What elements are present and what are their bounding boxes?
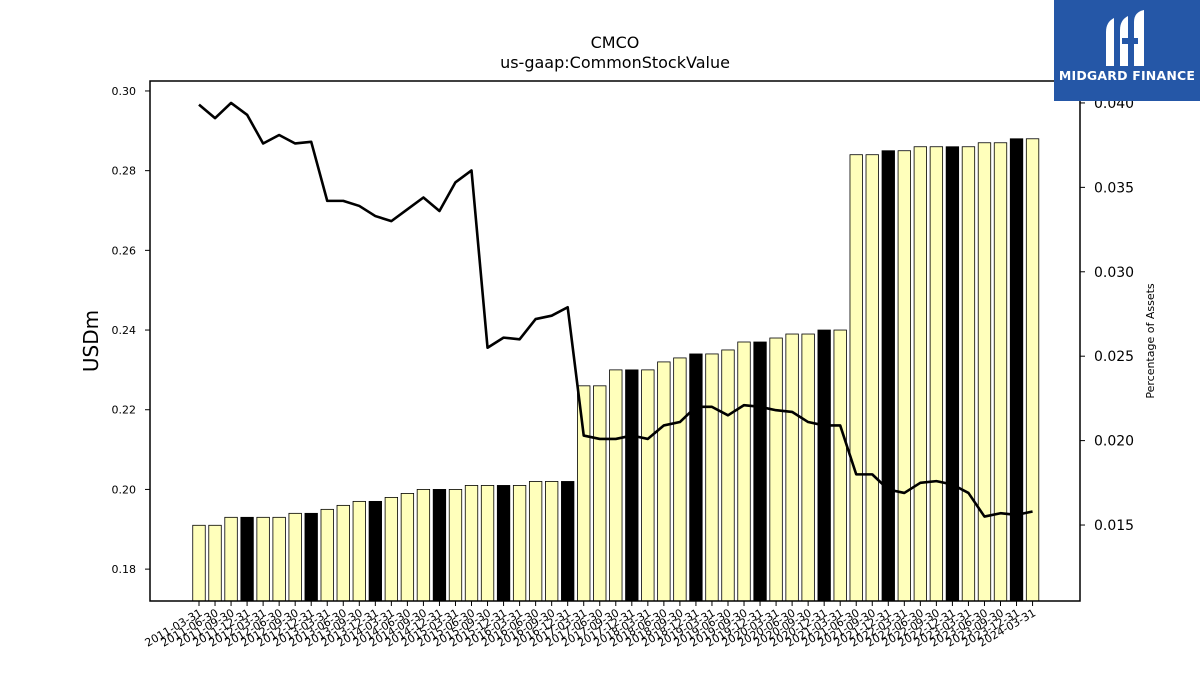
bar (737, 341, 751, 602)
bar (769, 337, 783, 602)
bar (368, 500, 382, 602)
plot-frame (149, 80, 1081, 602)
brand-logo: MIDGARD FINANCE (1054, 0, 1200, 101)
bar (929, 146, 944, 602)
bar (192, 524, 206, 602)
chart-title: CMCO (591, 33, 640, 52)
y2-axis-label: Percentage of Assets (1144, 283, 1157, 399)
bar (897, 150, 911, 602)
bar (753, 341, 767, 602)
bar (432, 489, 447, 602)
midgard-logo-icon (1106, 10, 1144, 66)
y2-tick-label: 0.015 (1094, 518, 1134, 534)
bar (913, 146, 927, 602)
bar (352, 500, 366, 602)
bars-layer (192, 138, 1040, 602)
bar (464, 485, 479, 602)
bar (224, 516, 238, 602)
bar (320, 508, 334, 602)
y2-tick-label: 0.035 (1094, 180, 1134, 196)
y-tick-label: 0.30 (112, 85, 137, 98)
y-tick-label: 0.28 (112, 165, 137, 178)
bar (208, 524, 222, 602)
bar (1025, 138, 1040, 602)
bar (593, 385, 607, 602)
bar (384, 496, 399, 602)
y2-tick-label: 0.020 (1094, 434, 1134, 450)
y2-tick-label: 0.025 (1094, 349, 1134, 365)
bar (961, 146, 976, 602)
bar (657, 361, 671, 602)
bar (577, 385, 591, 602)
y-tick-label: 0.20 (112, 483, 137, 496)
bar (977, 142, 992, 602)
y2-tick-label: 0.030 (1094, 265, 1134, 281)
bar (625, 369, 639, 602)
bar (512, 485, 527, 602)
bar (528, 481, 543, 602)
bar (689, 353, 703, 602)
bar (673, 357, 687, 602)
y-tick-label: 0.26 (112, 244, 137, 257)
bar (400, 493, 415, 602)
bar (545, 481, 559, 602)
bar (833, 329, 847, 602)
bar (448, 489, 463, 602)
bar (993, 142, 1008, 602)
brand-name: MIDGARD FINANCE (1058, 68, 1196, 83)
percentage-line (198, 101, 1033, 518)
y-tick-label: 0.22 (112, 404, 137, 417)
bar (288, 512, 302, 602)
bar (641, 369, 655, 602)
bar (304, 512, 318, 602)
bar (609, 369, 623, 602)
line-layer (198, 101, 1033, 518)
bar (416, 489, 431, 602)
bar (705, 353, 719, 602)
bar (785, 333, 799, 602)
bar (865, 154, 879, 602)
bar (817, 329, 831, 602)
bar (480, 485, 495, 602)
chart-subtitle: us-gaap:CommonStockValue (500, 53, 730, 72)
bar (1009, 138, 1024, 602)
bar (881, 150, 895, 602)
y-tick-label: 0.18 (112, 563, 137, 576)
bar (945, 146, 960, 602)
bar (561, 481, 575, 602)
bar (272, 516, 286, 602)
bar (256, 516, 270, 602)
bar (801, 333, 815, 602)
y-tick-label: 0.24 (112, 324, 137, 337)
bar (240, 516, 254, 602)
y-axis-label: USDm (79, 310, 103, 372)
bar (336, 504, 350, 602)
bar (849, 154, 863, 602)
bar (496, 485, 511, 602)
bar (721, 349, 735, 602)
